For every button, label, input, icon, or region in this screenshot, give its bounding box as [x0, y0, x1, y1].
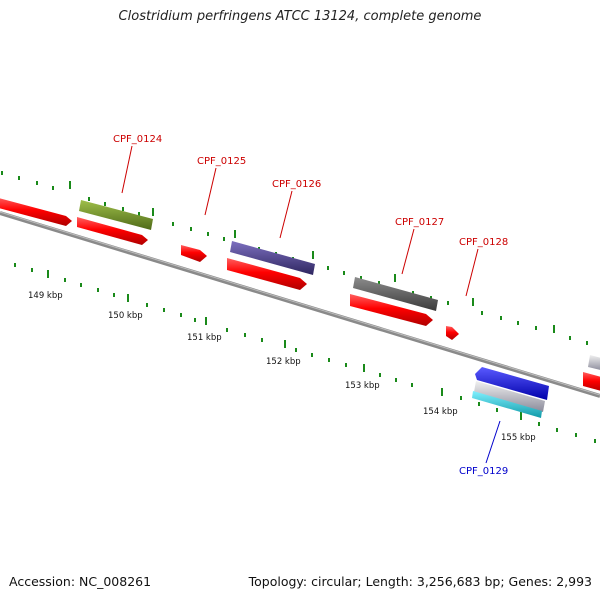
cds-arrow	[583, 372, 600, 391]
tick-label: 153 kbp	[345, 381, 380, 391]
cds-arrow	[227, 258, 307, 290]
tick-label: 150 kbp	[108, 311, 143, 321]
map-title: Clostridium perfringens ATCC 13124, comp…	[118, 9, 482, 24]
gene-label-cpf-0125: CPF_0125	[197, 156, 246, 167]
gene-label-cpf-0126: CPF_0126	[272, 179, 321, 190]
genome-summary-text: Topology: circular; Length: 3,256,683 bp…	[248, 574, 592, 589]
gene-bar-cpf-0129-a	[474, 381, 545, 412]
backbone-highlight	[0, 211, 600, 396]
cds-arrow	[77, 217, 148, 245]
backbone-line	[0, 211, 600, 398]
cds-arrow	[181, 245, 207, 262]
upper-ruler	[1, 171, 588, 345]
gene-bar-cpf-0124	[79, 200, 153, 230]
gene-bar-cpf-0129-b	[472, 391, 542, 418]
gene-label-cpf-0124: CPF_0124	[113, 134, 162, 145]
tick-label: 151 kbp	[187, 333, 222, 343]
cds-features	[0, 198, 600, 391]
tick-label: 152 kbp	[266, 357, 301, 367]
accession-text: Accession: NC_008261	[9, 574, 152, 589]
cds-arrow	[350, 294, 433, 326]
gene-arrow-cpf-0129	[475, 367, 549, 400]
gene-label-cpf-0127: CPF_0127	[395, 217, 444, 228]
gene-label-cpf-0129: CPF_0129	[459, 466, 508, 477]
gene-bar-right-edge	[588, 355, 600, 370]
leader-lines	[121, 145, 501, 464]
cds-arrow	[0, 198, 72, 226]
lower-ruler	[14, 263, 596, 443]
tick-label: 155 kbp	[501, 433, 536, 443]
gene-label-cpf-0128: CPF_0128	[459, 237, 508, 248]
tick-label: 149 kbp	[28, 291, 63, 301]
gene-bar-cpf-0126	[230, 241, 315, 275]
gene-bar-cpf-0127	[353, 277, 438, 311]
tick-label: 154 kbp	[423, 407, 458, 417]
cds-arrow	[446, 326, 459, 340]
